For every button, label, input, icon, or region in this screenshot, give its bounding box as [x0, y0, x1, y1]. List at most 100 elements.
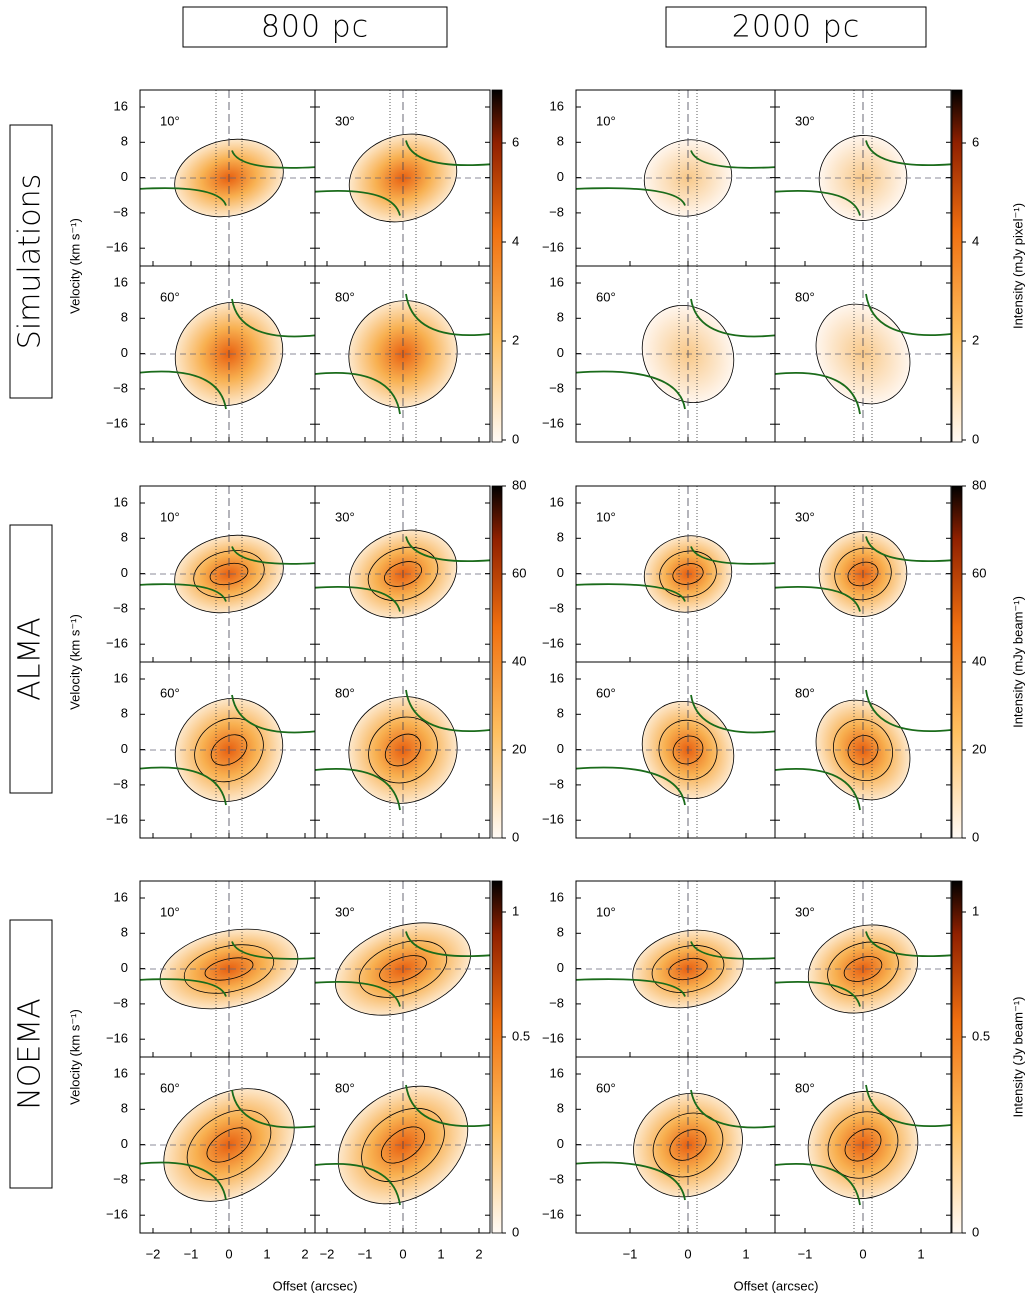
- contour: [206, 1127, 252, 1163]
- rotation-curve: [576, 546, 775, 602]
- y-axis-label: Velocity (km s⁻¹): [67, 614, 82, 710]
- panel-label: 60°: [596, 1080, 616, 1095]
- y-tick-label: −16: [106, 812, 128, 827]
- y-tick-label: 8: [557, 134, 564, 149]
- colorbar-tick-label: 1: [512, 903, 519, 918]
- y-tick-label: 16: [550, 274, 564, 289]
- pv-panel: [775, 90, 951, 266]
- y-tick-label: 8: [557, 1101, 564, 1116]
- panel-label: 80°: [795, 289, 815, 304]
- x-tick-label: 1: [742, 1246, 749, 1261]
- colorbar-tick-label: 0: [512, 829, 519, 844]
- y-tick-label: −16: [542, 416, 564, 431]
- contour: [669, 1129, 707, 1161]
- y-tick-label: −8: [549, 995, 564, 1010]
- y-tick-label: 8: [557, 706, 564, 721]
- contour: [843, 956, 883, 982]
- contour: [651, 945, 725, 993]
- row-label-box: [9, 919, 53, 1189]
- y-tick-label: 16: [550, 1065, 564, 1080]
- y-tick-label: 0: [557, 741, 564, 756]
- rotation-curve: [775, 689, 951, 811]
- x-tick-label: 1: [917, 1246, 924, 1261]
- x-tick-label: 2: [301, 1246, 308, 1261]
- panel-label: 30°: [795, 113, 815, 128]
- y-tick-label: −8: [113, 1171, 128, 1186]
- y-tick-label: 8: [121, 1101, 128, 1116]
- rotation-curve: [140, 546, 315, 602]
- y-tick-label: 8: [121, 925, 128, 940]
- rotation-curve: [140, 1089, 315, 1201]
- y-tick-label: 0: [121, 345, 128, 360]
- pv-panel: [576, 1057, 775, 1233]
- y-tick-label: 0: [121, 960, 128, 975]
- pv-panel: [775, 662, 951, 838]
- y-tick-label: 16: [114, 98, 128, 113]
- x-tick-label: −1: [358, 1246, 373, 1261]
- y-tick-label: 16: [550, 494, 564, 509]
- contour: [668, 957, 708, 981]
- pv-panel: [315, 662, 490, 838]
- colorbar-tick-label: 40: [512, 653, 526, 668]
- column-header: 800 pc: [261, 10, 369, 45]
- contour: [193, 550, 265, 598]
- rotation-curve: [315, 1084, 490, 1206]
- y-tick-label: −8: [549, 380, 564, 395]
- y-tick-label: 8: [121, 134, 128, 149]
- contour: [358, 940, 448, 998]
- panel-label: 60°: [160, 1080, 180, 1095]
- y-tick-label: −8: [113, 380, 128, 395]
- colorbar: [491, 485, 503, 839]
- y-tick-label: 8: [121, 706, 128, 721]
- colorbar: [951, 485, 963, 839]
- contour: [833, 719, 893, 781]
- row-label: ALMA: [13, 617, 48, 701]
- x-tick-label: 0: [225, 1246, 232, 1261]
- y-tick-label: −16: [542, 1207, 564, 1222]
- contour: [834, 547, 892, 601]
- y-tick-label: −16: [106, 1207, 128, 1222]
- colorbar-tick-label: 2: [972, 332, 979, 347]
- x-tick-label: −2: [146, 1246, 161, 1261]
- colorbar-tick-label: 80: [972, 477, 986, 492]
- panel-label: 80°: [335, 289, 355, 304]
- contour: [367, 546, 439, 602]
- contour: [204, 957, 254, 981]
- x-tick-label: −1: [623, 1246, 638, 1261]
- colorbar: [491, 880, 503, 1234]
- y-axis-label: Velocity (km s⁻¹): [67, 1009, 82, 1105]
- colorbar-tick-label: 6: [512, 134, 519, 149]
- pv-panel: [315, 881, 490, 1057]
- contour: [672, 735, 704, 765]
- rotation-curve: [775, 293, 951, 415]
- colorbar-tick-label: 0: [512, 1224, 519, 1239]
- y-tick-label: −8: [113, 995, 128, 1010]
- pv-panel: [775, 881, 951, 1057]
- row-label-box: [9, 124, 53, 399]
- contour: [847, 735, 879, 765]
- y-tick-label: −8: [113, 776, 128, 791]
- panel-label: 80°: [335, 685, 355, 700]
- header-box: [182, 6, 448, 48]
- pv-panel: [775, 266, 951, 442]
- x-tick-label: 0: [399, 1246, 406, 1261]
- contour: [194, 717, 264, 783]
- panel-label: 30°: [795, 509, 815, 524]
- rotation-curve: [775, 140, 951, 216]
- x-axis-label: Offset (arcsec): [733, 1278, 818, 1293]
- colorbar-tick-label: 4: [972, 233, 979, 248]
- y-tick-label: 0: [121, 1136, 128, 1151]
- y-tick-label: −16: [542, 1031, 564, 1046]
- y-tick-label: 0: [557, 960, 564, 975]
- column-header: 2000 pc: [732, 10, 860, 45]
- colorbar-tick-label: 80: [512, 477, 526, 492]
- rotation-curve: [576, 1089, 775, 1201]
- y-tick-label: −8: [113, 600, 128, 615]
- pv-panel: [140, 266, 315, 442]
- contour: [827, 1111, 899, 1179]
- y-tick-label: 8: [557, 310, 564, 325]
- contour: [659, 550, 717, 598]
- x-tick-label: 2: [475, 1246, 482, 1261]
- contour: [186, 1109, 272, 1181]
- pv-panel: [140, 486, 315, 662]
